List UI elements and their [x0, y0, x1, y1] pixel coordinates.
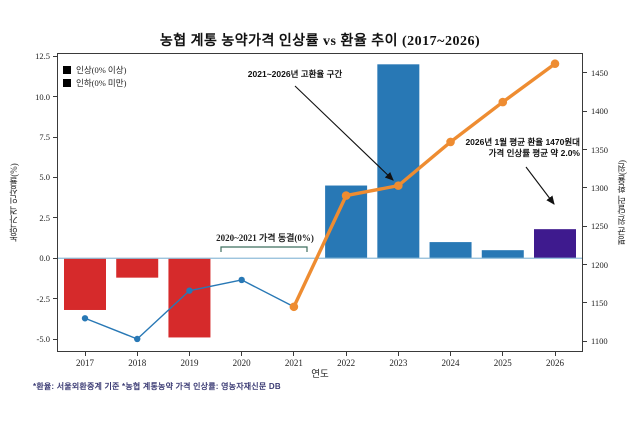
- y-tick-mark-right: [583, 225, 587, 227]
- fx-marker-2022: [341, 191, 351, 200]
- x-tick-mark: [450, 352, 452, 356]
- y-tick-mark-right: [583, 110, 587, 112]
- x-tick-mark: [188, 352, 190, 356]
- annotation-2026-line1: 2026년 1월 평균 환율 1470원대: [465, 137, 580, 147]
- x-tick-mark: [397, 352, 399, 356]
- x-tick-mark: [345, 352, 347, 356]
- fx-marker-2021: [289, 302, 299, 312]
- fx-line-segment: [396, 140, 453, 188]
- y-axis-label-right: 평균 원/달러 환율(원): [617, 160, 627, 245]
- y-tick-label-left: 5.0: [39, 172, 50, 183]
- y-tick-label-left: -5.0: [36, 334, 50, 345]
- fx-marker-2017: [81, 315, 89, 322]
- y-tick-label-left: 12.5: [35, 51, 50, 62]
- y-tick-mark-right: [583, 72, 587, 74]
- fx-line-segment: [84, 317, 138, 340]
- x-tick-label: 2023: [389, 358, 408, 368]
- y-tick-label-right: 1250: [591, 221, 608, 232]
- fx-marker-2026: [550, 59, 560, 69]
- x-tick-label: 2017: [76, 358, 94, 368]
- x-tick-label: 2026: [546, 358, 564, 368]
- chart-title: 농협 계통 농약가격 인상률 vs 환율 추이 (2017~2026): [159, 34, 481, 49]
- legend-item: 인상(0% 이상): [63, 63, 126, 76]
- x-tick-mark: [554, 352, 556, 356]
- fx-line-segment: [240, 279, 295, 308]
- annotation-2026-forecast: 2026년 1월 평균 환율 1470원대 가격 인상률 평균 약 2.0%: [380, 137, 580, 159]
- x-tick-label: 2018: [128, 358, 147, 368]
- legend-label-decrease: 인하(0% 미만): [76, 77, 127, 88]
- legend-swatch-increase: [63, 65, 71, 74]
- y-tick-mark-right: [583, 149, 587, 151]
- y-tick-label-right: 1100: [591, 336, 608, 347]
- annotation-price-freeze: 2020~2021 가격 동결(0%): [216, 233, 314, 243]
- fx-line-segment: [344, 183, 401, 198]
- y-tick-label-left: -2.5: [36, 293, 50, 304]
- fx-marker-2024: [446, 137, 455, 147]
- legend-swatch-decrease: [63, 78, 71, 87]
- annotation-high-fx-period: 2021~2026년 고환율 구간: [247, 69, 343, 79]
- y-tick-label-left: 10.0: [35, 91, 50, 102]
- y-tick-label-right: 1300: [591, 182, 608, 193]
- plot-area: 인상(0% 이상) 인하(0% 미만) 2021~2026년 고환율 구간 20…: [57, 53, 583, 352]
- arrow-high-fx: [294, 85, 394, 181]
- legend: 인상(0% 이상) 인하(0% 미만): [63, 63, 126, 89]
- y-tick-label-left: 7.5: [39, 132, 50, 143]
- annotation-2026-line2: 가격 인상률 평균 약 2.0%: [488, 148, 580, 158]
- bar-2017: [64, 258, 106, 310]
- x-tick-label: 2019: [180, 358, 199, 368]
- x-tick-mark: [84, 352, 86, 356]
- bar-2023: [377, 64, 420, 259]
- y-tick-mark-right: [583, 264, 587, 266]
- y-tick-label-right: 1200: [591, 259, 608, 270]
- legend-label-increase: 인상(0% 이상): [76, 64, 127, 75]
- footnote: *환율: 서울외환중계 기준 *농협 계통농약 가격 인상률: 영농자재신문 D…: [33, 382, 281, 391]
- fx-line-segment: [188, 279, 243, 292]
- fx-line-segment: [136, 289, 191, 340]
- bar-2026: [534, 229, 576, 259]
- fx-marker-2019: [186, 287, 193, 294]
- y-tick-label-left: 2.5: [39, 212, 50, 223]
- fx-line-segment: [501, 62, 557, 104]
- arrow-2026: [525, 166, 555, 205]
- x-tick-label: 2025: [493, 358, 512, 368]
- y-axis-label-left: 농약가격 인상률(%): [9, 163, 19, 242]
- bar-2019: [168, 258, 211, 338]
- x-tick-mark: [293, 352, 295, 356]
- fx-marker-2025: [498, 97, 508, 107]
- x-tick-label: 2020: [232, 358, 251, 368]
- y-tick-label-right: 1400: [591, 106, 608, 117]
- y-tick-mark-right: [583, 187, 587, 189]
- legend-item: 인하(0% 미만): [63, 76, 126, 89]
- fx-line-segment: [292, 193, 348, 309]
- plot-frame: [57, 53, 583, 352]
- y-tick-label-right: 1150: [591, 297, 608, 308]
- y-tick-mark-right: [583, 302, 587, 304]
- x-tick-mark: [241, 352, 243, 356]
- y-tick-label-left: 0.0: [39, 253, 50, 264]
- fx-line-segment: [448, 100, 505, 144]
- bar-2018: [116, 258, 159, 278]
- fx-marker-2023: [394, 181, 403, 190]
- plot-svg: [57, 53, 583, 352]
- x-tick-mark: [136, 352, 138, 356]
- x-tick-label: 2024: [441, 358, 460, 368]
- x-axis-label: 연도: [311, 370, 329, 380]
- bar-2025: [481, 250, 524, 259]
- x-tick-mark: [502, 352, 504, 356]
- y-tick-mark-right: [583, 340, 587, 342]
- y-tick-label-right: 1450: [591, 67, 608, 78]
- fx-marker-2018: [134, 335, 141, 343]
- bar-2024: [429, 242, 472, 259]
- fx-marker-2020: [238, 276, 245, 284]
- freeze-bracket: [220, 246, 308, 252]
- y-tick-label-right: 1350: [591, 144, 608, 155]
